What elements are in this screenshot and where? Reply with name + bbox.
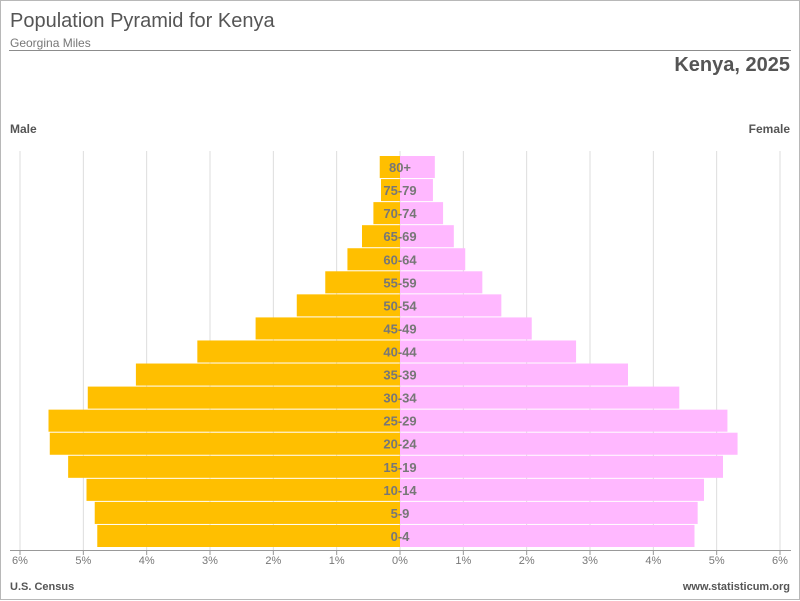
age-group-label: 45-49	[383, 321, 416, 336]
male-bar	[381, 179, 400, 202]
male-bar	[379, 156, 400, 179]
x-tick-label: 2%	[265, 555, 281, 567]
age-group-label: 40-44	[383, 345, 417, 360]
age-group-label: 15-19	[383, 460, 416, 475]
female-bar	[400, 248, 466, 271]
female-bar	[400, 432, 738, 455]
female-bar	[400, 409, 728, 432]
male-bar	[296, 294, 400, 317]
age-group-label: 75-79	[383, 183, 416, 198]
x-tick-label: 2%	[519, 555, 535, 567]
x-tick-label: 0%	[392, 555, 408, 567]
male-side-label: Male	[10, 122, 37, 136]
source-label: U.S. Census	[10, 581, 75, 593]
age-group-label: 0-4	[391, 529, 411, 544]
male-bar	[255, 317, 400, 340]
x-tick-label: 6%	[772, 555, 788, 567]
age-group-label: 65-69	[383, 229, 416, 244]
male-bar	[49, 432, 401, 455]
female-side-label: Female	[748, 122, 790, 136]
female-bar	[400, 294, 502, 317]
age-group-label: 80+	[389, 160, 411, 175]
x-tick-label: 1%	[329, 555, 345, 567]
male-bar	[94, 501, 400, 524]
x-tick-label: 6%	[12, 555, 28, 567]
header-divider	[9, 50, 791, 51]
female-bar	[400, 179, 433, 202]
female-bar	[400, 386, 680, 409]
male-bar	[362, 225, 400, 248]
male-bar	[197, 340, 400, 363]
female-bar	[400, 478, 704, 501]
female-bar	[400, 202, 444, 225]
male-bar	[68, 455, 400, 478]
x-tick-label: 3%	[202, 555, 218, 567]
x-tick-label: 4%	[139, 555, 155, 567]
male-bar	[347, 248, 400, 271]
male-bar	[135, 363, 400, 386]
x-tick-label: 1%	[455, 555, 471, 567]
country-year-label: Kenya, 2025	[674, 54, 790, 76]
age-group-label: 25-29	[383, 414, 416, 429]
chart-title: Population Pyramid for Kenya	[10, 10, 275, 32]
age-group-label: 50-54	[383, 298, 417, 313]
male-bar	[373, 202, 400, 225]
male-bar	[87, 386, 401, 409]
female-bar	[400, 225, 454, 248]
age-group-label: 60-64	[383, 252, 417, 267]
age-group-label: 20-24	[383, 437, 417, 452]
age-group-label: 10-14	[383, 483, 417, 498]
chart-author: Georgina Miles	[10, 36, 91, 50]
male-bar	[97, 524, 401, 547]
age-group-label: 30-34	[383, 391, 417, 406]
age-group-label: 5-9	[391, 506, 410, 521]
x-tick-label: 4%	[645, 555, 661, 567]
x-tick-label: 5%	[75, 555, 91, 567]
x-tick-label: 3%	[582, 555, 598, 567]
female-bar	[400, 271, 483, 294]
x-tick-label: 5%	[709, 555, 725, 567]
female-bar	[400, 317, 532, 340]
age-group-label: 70-74	[383, 206, 417, 221]
female-bar	[400, 156, 435, 179]
female-bar	[400, 363, 628, 386]
site-link[interactable]: www.statisticum.org	[682, 581, 790, 593]
age-group-label: 55-59	[383, 275, 416, 290]
male-bar	[48, 409, 400, 432]
male-bar	[325, 271, 400, 294]
male-bar	[86, 478, 400, 501]
female-bar	[400, 340, 577, 363]
female-bar	[400, 455, 723, 478]
age-group-label: 35-39	[383, 368, 416, 383]
female-bar	[400, 524, 695, 547]
female-bar	[400, 501, 698, 524]
